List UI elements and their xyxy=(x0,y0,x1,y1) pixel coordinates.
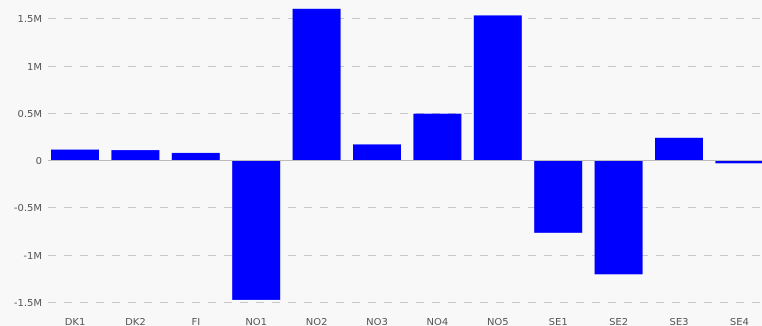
y-tick-label: 0.5M xyxy=(17,109,42,120)
x-tick-label: DK1 xyxy=(65,317,86,326)
x-axis-tick-labels: DK1 DK2 FI NO1 NO2 NO3 NO4 NO5 SE1 SE2 SE3 SE4 xyxy=(65,317,749,326)
bar-fi[interactable] xyxy=(171,152,220,160)
y-axis-tick-labels: 1.5M 1M 0.5M 0 -0.5M -1M -1.5M xyxy=(14,14,42,309)
x-tick-label: NO3 xyxy=(366,317,388,326)
y-tick-label: -1.5M xyxy=(14,298,42,309)
x-tick-label: NO4 xyxy=(427,317,449,326)
bar-se2[interactable] xyxy=(594,160,643,275)
y-tick-label: 1.5M xyxy=(17,14,42,25)
bars xyxy=(51,8,762,300)
bar-se1[interactable] xyxy=(534,160,583,233)
y-tick-label: -1M xyxy=(23,251,42,262)
x-tick-label: SE1 xyxy=(549,317,568,326)
bar-dk2[interactable] xyxy=(111,150,160,160)
x-tick-label: SE3 xyxy=(669,317,688,326)
bar-se3[interactable] xyxy=(655,137,703,160)
x-tick-label: NO5 xyxy=(487,317,509,326)
y-tick-label: -0.5M xyxy=(14,203,42,214)
x-tick-label: SE4 xyxy=(730,317,749,326)
bar-no5[interactable] xyxy=(473,15,522,161)
bar-no4[interactable] xyxy=(413,113,462,160)
bar-no3[interactable] xyxy=(353,144,401,160)
y-tick-label: 0 xyxy=(36,156,42,167)
x-tick-label: FI xyxy=(191,317,200,326)
y-tick-label: 1M xyxy=(27,62,42,73)
x-tick-label: DK2 xyxy=(125,317,146,326)
bar-no1[interactable] xyxy=(232,160,281,300)
bar-se4[interactable] xyxy=(715,160,762,164)
x-tick-label: NO1 xyxy=(245,317,267,326)
x-tick-label: NO2 xyxy=(306,317,328,326)
grid-lines xyxy=(48,18,762,303)
bar-no2[interactable] xyxy=(292,8,341,160)
bar-dk1[interactable] xyxy=(51,149,99,160)
x-tick-label: SE2 xyxy=(609,317,628,326)
